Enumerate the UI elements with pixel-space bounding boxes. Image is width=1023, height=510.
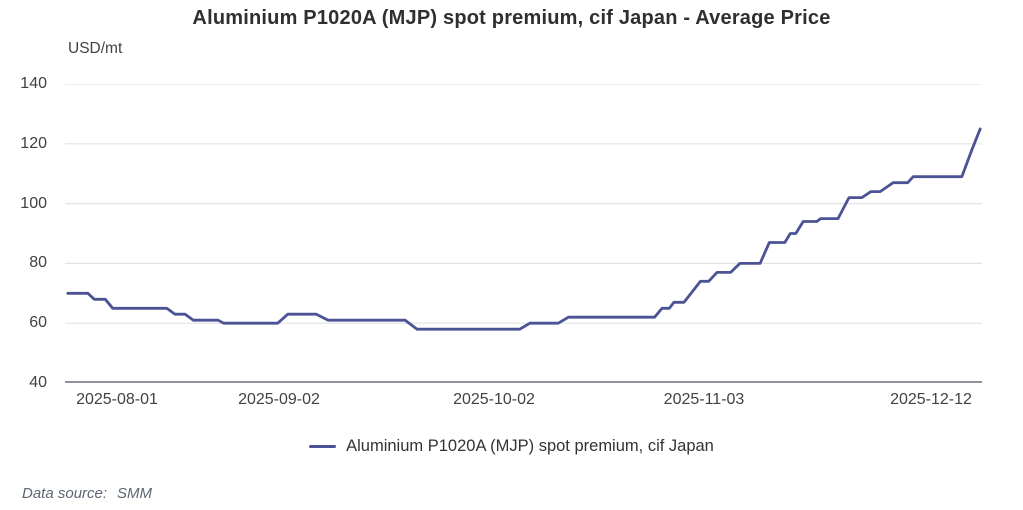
x-tick-label: 2025-10-02 (453, 391, 535, 408)
legend: Aluminium P1020A (MJP) spot premium, cif… (0, 437, 1023, 456)
series-line (66, 127, 982, 331)
y-tick-label: 60 (29, 314, 47, 332)
x-tick-label: 2025-09-02 (238, 391, 320, 408)
y-tick-label: 120 (20, 134, 47, 152)
x-tick-label: 2025-12-12 (890, 391, 972, 408)
x-tick-label: 2025-08-01 (76, 391, 158, 408)
legend-series-label: Aluminium P1020A (MJP) spot premium, cif… (346, 437, 714, 455)
legend-line-swatch (309, 444, 337, 449)
data-source-label: Data source: (22, 485, 108, 502)
data-source-value: SMM (117, 485, 153, 502)
y-axis-tick-labels: 140 120 100 80 60 40 (0, 76, 55, 391)
chart-title: Aluminium P1020A (MJP) spot premium, cif… (192, 7, 831, 29)
y-tick-label: 100 (20, 194, 47, 212)
y-tick-label: 40 (29, 374, 47, 391)
data-source-note: Data source: SMM (22, 485, 152, 502)
line-chart-canvas (65, 83, 982, 383)
y-tick-label: 80 (29, 254, 47, 272)
y-axis-unit-label: USD/mt (68, 40, 123, 57)
plot-area (65, 83, 982, 383)
x-axis-tick-labels: 2025-08-01 2025-09-02 2025-10-02 2025-11-03… (65, 391, 982, 413)
x-tick-label: 2025-11-03 (663, 391, 745, 408)
y-tick-label: 140 (20, 75, 47, 92)
